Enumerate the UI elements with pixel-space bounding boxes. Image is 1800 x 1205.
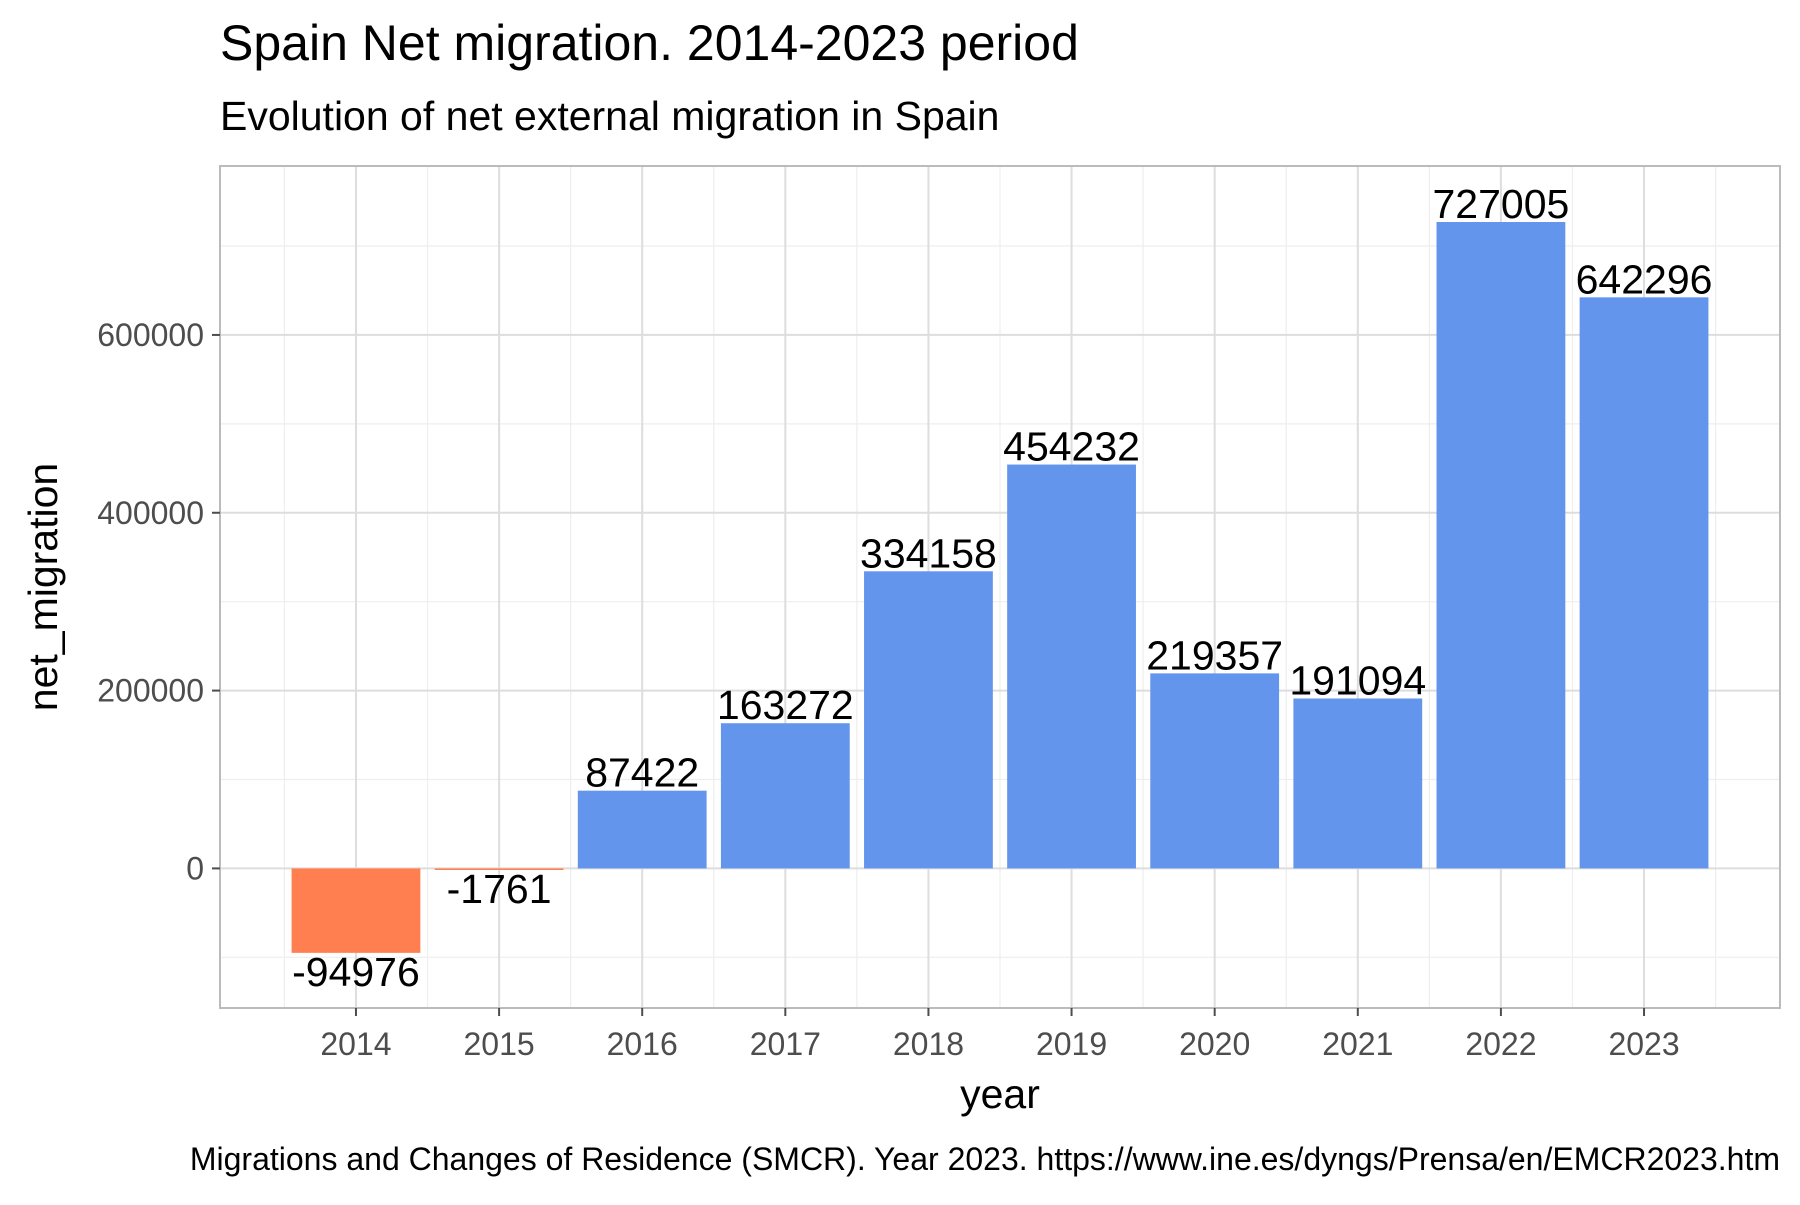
chart-subtitle: Evolution of net external migration in S… xyxy=(220,93,999,139)
y-tick-label: 0 xyxy=(186,850,204,886)
x-tick-label-2019: 2019 xyxy=(1036,1026,1107,1062)
bar-2021 xyxy=(1293,698,1423,869)
x-tick-label-2022: 2022 xyxy=(1465,1026,1536,1062)
chart-caption: Migrations and Changes of Residence (SMC… xyxy=(190,1141,1780,1177)
x-tick-label-2020: 2020 xyxy=(1179,1026,1250,1062)
bar-2023 xyxy=(1579,297,1709,869)
y-tick-label: 600000 xyxy=(97,317,204,353)
bar-2018 xyxy=(864,571,993,869)
y-axis-title: net_migration xyxy=(20,463,66,711)
x-tick-label-2018: 2018 xyxy=(893,1026,964,1062)
x-axis-title: year xyxy=(960,1071,1040,1117)
data-label-2019: 454232 xyxy=(1003,424,1140,470)
bar-2015 xyxy=(434,868,564,870)
data-label-2014: -94976 xyxy=(292,949,420,995)
x-tick-label-2015: 2015 xyxy=(463,1026,534,1062)
data-labels-layer: -94976 -1761 87422 163272 334158 454232 219357… xyxy=(292,181,1712,995)
bar-2014 xyxy=(291,868,421,953)
chart-title: Spain Net migration. 2014-2023 period xyxy=(220,15,1079,71)
panel-border xyxy=(219,165,1781,1009)
bar-2019 xyxy=(1007,464,1136,869)
bar-2022 xyxy=(1436,222,1566,869)
x-tick-label-2014: 2014 xyxy=(320,1026,391,1062)
data-label-2021: 191094 xyxy=(1289,658,1426,704)
data-label-2017: 163272 xyxy=(717,682,854,728)
bars-layer xyxy=(291,222,1709,953)
data-label-2022: 727005 xyxy=(1433,181,1570,227)
x-tick-label-2016: 2016 xyxy=(607,1026,678,1062)
data-label-2016: 87422 xyxy=(585,750,699,796)
x-tick-label-2017: 2017 xyxy=(750,1026,821,1062)
bar-2020 xyxy=(1150,673,1280,869)
y-tick-label: 200000 xyxy=(97,673,204,709)
bar-2017 xyxy=(720,723,850,869)
data-label-2018: 334158 xyxy=(860,530,997,576)
data-label-2015: -1761 xyxy=(447,866,552,912)
x-tick-label-2023: 2023 xyxy=(1608,1026,1679,1062)
y-tick-label: 400000 xyxy=(97,495,204,531)
bar-2016 xyxy=(577,790,707,869)
x-tick-label-2021: 2021 xyxy=(1322,1026,1393,1062)
data-label-2020: 219357 xyxy=(1146,632,1283,678)
data-label-2023: 642296 xyxy=(1576,256,1713,302)
axes-layer: 0 200000 400000 600000 2014 2015 2016 2017 2018 2… xyxy=(97,317,1679,1062)
